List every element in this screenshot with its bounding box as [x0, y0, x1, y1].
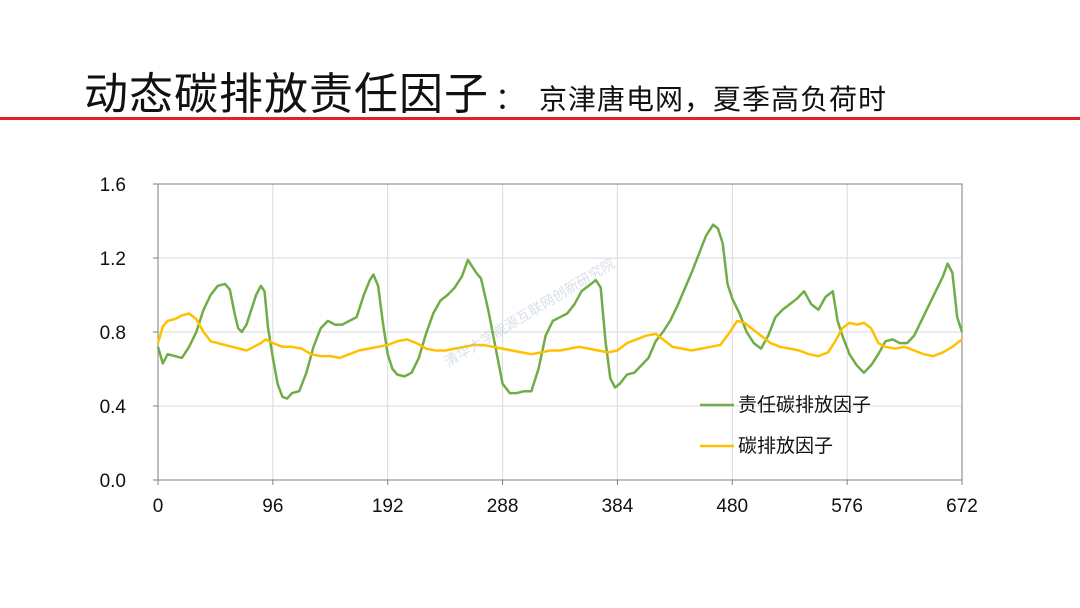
x-axis: 0 96 192 288 384 480 576 672: [153, 480, 978, 517]
x-tick-label: 288: [487, 496, 519, 517]
x-tick-label: 576: [831, 496, 863, 517]
x-tick-label: 480: [716, 496, 748, 517]
y-tick-label: 0.0: [100, 471, 126, 492]
legend: 责任碳排放因子 碳排放因子: [700, 394, 871, 457]
title-separator: ：: [495, 82, 525, 117]
title-underline: [0, 117, 1080, 120]
x-tick-label: 0: [153, 496, 164, 517]
y-axis: 0.0 0.4 0.8 1.2 1.6: [100, 175, 158, 492]
series-line-emission: [156, 312, 963, 360]
title-main: 动态碳排放责任因子: [84, 69, 489, 120]
y-tick-label: 1.2: [100, 249, 126, 270]
y-tick-label: 1.6: [100, 175, 126, 196]
legend-item-emission: 碳排放因子: [700, 435, 833, 457]
series-line-responsibility: [156, 223, 964, 400]
legend-label-responsibility: 责任碳排放因子: [738, 394, 871, 416]
y-tick-label: 0.4: [100, 397, 127, 418]
page-title: 动态碳排放责任因子： 京津唐电网，夏季高负荷时: [84, 58, 887, 122]
y-tick-label: 0.8: [100, 323, 126, 344]
series-layer: [156, 223, 964, 400]
x-tick-label: 384: [602, 496, 634, 517]
legend-item-responsibility: 责任碳排放因子: [700, 394, 871, 416]
x-tick-label: 96: [262, 496, 283, 517]
x-tick-label: 672: [946, 496, 978, 517]
title-subtitle: 京津唐电网，夏季高负荷时: [539, 83, 888, 116]
legend-label-emission: 碳排放因子: [738, 435, 833, 457]
x-tick-label: 192: [372, 496, 404, 517]
